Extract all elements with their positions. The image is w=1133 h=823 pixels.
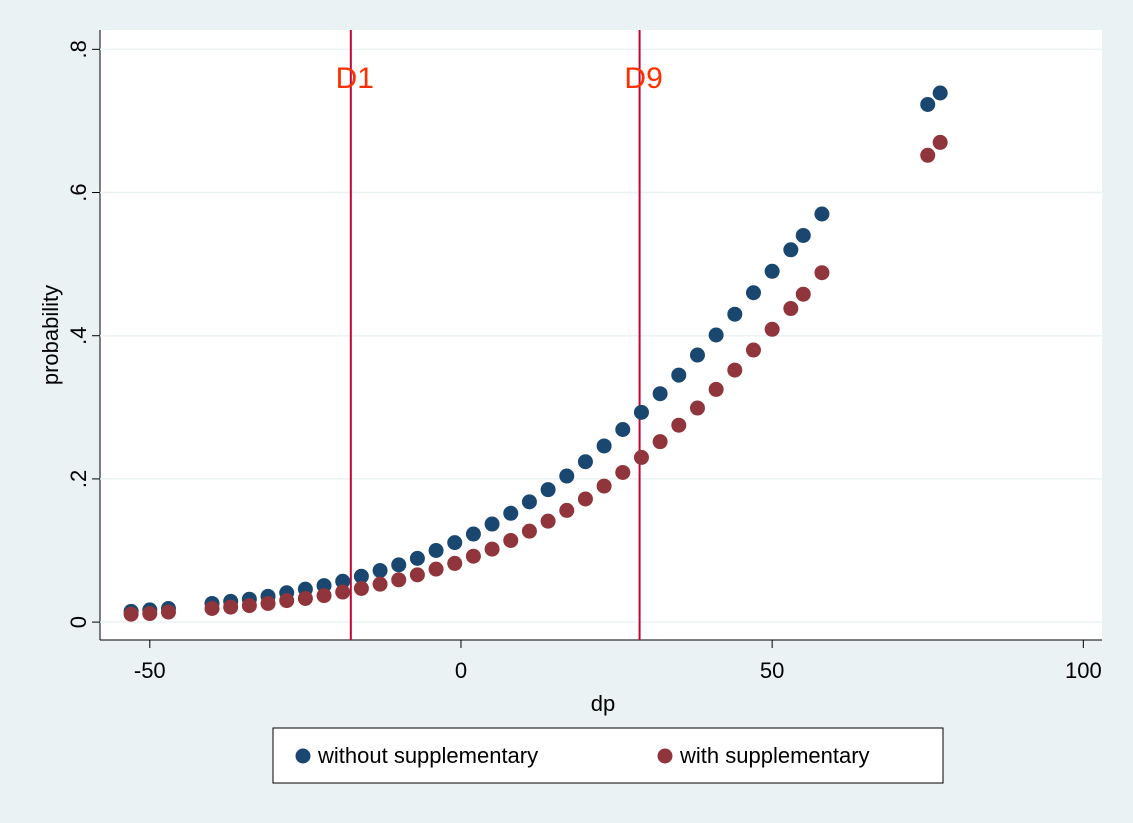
point — [353, 568, 369, 584]
x-tick-label: 50 — [760, 658, 784, 683]
point — [745, 342, 761, 358]
point — [671, 367, 687, 383]
point — [596, 438, 612, 454]
x-tick-label: 100 — [1065, 658, 1102, 683]
y-tick-label: .6 — [66, 183, 91, 201]
point — [335, 584, 351, 600]
point — [484, 541, 500, 557]
point — [652, 386, 668, 402]
x-tick-label: -50 — [134, 658, 166, 683]
point — [727, 362, 743, 378]
point — [783, 301, 799, 317]
reference-label: D1 — [336, 62, 374, 95]
point — [932, 85, 948, 101]
point — [559, 468, 575, 484]
point — [795, 286, 811, 302]
point — [795, 227, 811, 243]
point — [503, 532, 519, 548]
y-tick-label: .4 — [66, 327, 91, 345]
point — [428, 543, 444, 559]
point — [409, 550, 425, 566]
point — [260, 595, 276, 611]
point — [633, 449, 649, 465]
point — [577, 491, 593, 507]
point — [764, 263, 780, 279]
point — [708, 327, 724, 343]
point — [484, 516, 500, 532]
point — [223, 599, 239, 615]
point — [521, 494, 537, 510]
legend-box — [272, 727, 944, 784]
point — [652, 434, 668, 450]
point — [615, 464, 631, 480]
point — [503, 505, 519, 521]
point — [559, 502, 575, 518]
point — [297, 590, 313, 606]
point — [391, 572, 407, 588]
point — [596, 478, 612, 494]
point — [932, 134, 948, 150]
point — [689, 347, 705, 363]
point — [615, 422, 631, 438]
point — [633, 404, 649, 420]
y-tick-label: 0 — [66, 616, 91, 628]
point — [160, 604, 176, 620]
point — [745, 285, 761, 301]
point — [814, 265, 830, 281]
legend-marker — [657, 748, 673, 764]
legend-label: without supplementary — [317, 743, 538, 768]
y-tick-label: .8 — [66, 40, 91, 58]
point — [447, 555, 463, 571]
point — [142, 606, 158, 622]
reference-label: D9 — [624, 62, 662, 95]
point — [353, 580, 369, 596]
point — [727, 306, 743, 322]
point — [920, 96, 936, 112]
point — [447, 535, 463, 551]
point — [372, 576, 388, 592]
point — [335, 573, 351, 589]
point — [671, 417, 687, 433]
point — [241, 598, 257, 614]
point — [814, 206, 830, 222]
legend-marker — [295, 748, 311, 764]
y-tick-label: .2 — [66, 470, 91, 488]
point — [689, 400, 705, 416]
legend-label: with supplementary — [679, 743, 870, 768]
point — [204, 600, 220, 616]
point — [279, 593, 295, 609]
point — [372, 563, 388, 579]
point — [316, 588, 332, 604]
point — [521, 523, 537, 539]
point — [409, 567, 425, 583]
point — [465, 526, 481, 542]
point — [428, 561, 444, 577]
point — [540, 482, 556, 498]
point — [783, 242, 799, 258]
point — [465, 548, 481, 564]
point — [540, 513, 556, 529]
point — [920, 147, 936, 163]
point — [391, 557, 407, 573]
x-tick-label: 0 — [455, 658, 467, 683]
x-axis-title: dp — [591, 691, 615, 716]
y-axis-title: probability — [38, 285, 63, 385]
point — [708, 381, 724, 397]
point — [577, 454, 593, 470]
point — [123, 606, 139, 622]
point — [764, 321, 780, 337]
